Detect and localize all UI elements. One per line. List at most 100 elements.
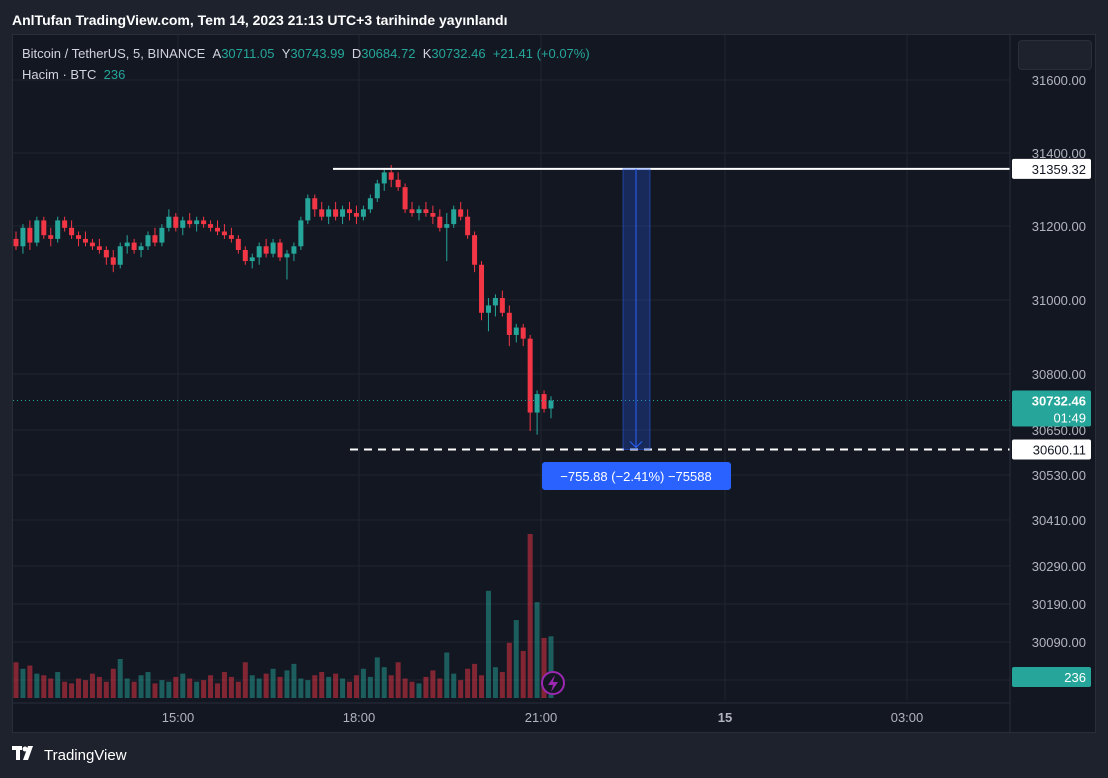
volume-bar	[103, 681, 109, 698]
candle-body	[534, 394, 540, 413]
candle-body	[138, 246, 144, 250]
volume-bar	[235, 681, 241, 698]
price-tick-label: 30190.00	[1032, 597, 1086, 612]
candle-body	[312, 198, 318, 210]
current-price-tag: 30732.46	[1032, 394, 1086, 409]
volume-bar	[201, 680, 207, 698]
price-tick-label: 30410.00	[1032, 513, 1086, 528]
volume-bar	[340, 678, 346, 698]
candle-body	[485, 305, 491, 313]
open-value: 30711.05	[221, 46, 275, 61]
volume-bar	[506, 642, 512, 698]
volume-bar	[228, 676, 234, 698]
volume-legend[interactable]: Hacim · BTC 236	[22, 67, 125, 82]
volume-bar	[319, 672, 325, 698]
volume-bar	[76, 678, 82, 698]
volume-bar	[291, 663, 297, 698]
chart-frame[interactable]	[12, 34, 1096, 733]
price-tick-label: 30800.00	[1032, 367, 1086, 382]
symbol-name[interactable]: Bitcoin / TetherUS, 5, BINANCE	[22, 46, 206, 61]
volume-bar	[270, 668, 276, 698]
measure-label: −755.88 (−2.41%) −75588	[560, 469, 711, 484]
candle-body	[145, 235, 151, 247]
footer-brand[interactable]: TradingView	[12, 746, 127, 765]
candle-body	[117, 246, 123, 265]
candle-body	[360, 209, 366, 217]
candle-body	[353, 213, 359, 217]
volume-label: Hacim · BTC	[22, 67, 97, 82]
volume-bar	[166, 681, 172, 698]
volume-tag: 236	[1064, 670, 1086, 685]
candle-body	[465, 216, 471, 236]
volume-bar	[152, 683, 158, 698]
candle-body	[124, 242, 130, 247]
symbol-legend[interactable]: Bitcoin / TetherUS, 5, BINANCE A30711.05…	[22, 46, 590, 61]
price-tick-label: 30090.00	[1032, 635, 1086, 650]
candle-body	[291, 246, 297, 254]
price-tick-label: 31600.00	[1032, 73, 1086, 88]
price-tick-label: 30290.00	[1032, 559, 1086, 574]
candle-body	[513, 327, 519, 335]
price-tick-label: 30650.00	[1032, 423, 1086, 438]
volume-bar	[367, 676, 373, 698]
price-tick-label: 31400.00	[1032, 146, 1086, 161]
price-tick-label: 31200.00	[1032, 219, 1086, 234]
candle-body	[13, 238, 19, 247]
measure-label-bg	[542, 462, 731, 490]
volume-bar	[27, 665, 33, 698]
candle-body	[388, 172, 394, 180]
volume-bar	[472, 663, 478, 698]
volume-bar	[180, 673, 186, 698]
candle-body	[152, 235, 158, 243]
candle-body	[103, 249, 109, 258]
volume-bar	[430, 670, 436, 698]
volume-value: 236	[103, 67, 126, 82]
toolbar-button[interactable]	[1018, 40, 1092, 70]
support-price-tag-bg	[1012, 439, 1091, 460]
volume-bar	[374, 657, 380, 698]
volume-bar	[131, 681, 137, 698]
volume-bar	[333, 673, 339, 698]
candle-body	[333, 209, 339, 217]
volume-bar	[277, 676, 283, 698]
high-label: Y	[281, 46, 291, 61]
volume-bar	[388, 675, 394, 698]
volume-bar	[194, 681, 200, 698]
candle-body	[444, 224, 450, 228]
volume-bar	[138, 675, 144, 698]
candle-body	[437, 216, 443, 228]
candle-body	[319, 209, 325, 217]
candle-body	[242, 249, 248, 262]
candle-body	[89, 242, 95, 247]
volume-bar	[353, 675, 359, 698]
resistance-price-tag-bg	[1012, 158, 1091, 179]
time-tick-label: 15	[718, 710, 732, 725]
high-value: 30743.99	[290, 46, 345, 61]
volume-bar	[395, 662, 401, 698]
candle-body	[381, 172, 387, 184]
candle-body	[187, 220, 193, 225]
volume-bar	[173, 676, 179, 698]
candle-body	[541, 394, 547, 409]
candle-body	[430, 213, 436, 217]
candle-body	[173, 216, 179, 228]
close-value: 30732.46	[431, 46, 486, 61]
volume-bar	[402, 678, 408, 698]
candle-body	[472, 235, 478, 265]
candle-body	[499, 298, 505, 313]
volume-bar	[187, 678, 193, 698]
candle-body	[69, 227, 75, 236]
candle-body	[347, 209, 353, 214]
volume-bar	[513, 620, 519, 698]
volume-bar	[381, 667, 387, 698]
brand-name: TradingView	[44, 747, 127, 764]
grid-lines	[13, 35, 1010, 700]
volume-bar	[305, 680, 311, 698]
volume-bar	[124, 678, 130, 698]
volume-bar	[34, 673, 40, 698]
volume-bar	[256, 678, 262, 698]
drawing-overlays: −755.88 (−2.41%) −75588	[13, 167, 1010, 695]
volume-bar	[465, 668, 471, 698]
candle-body	[41, 220, 47, 236]
